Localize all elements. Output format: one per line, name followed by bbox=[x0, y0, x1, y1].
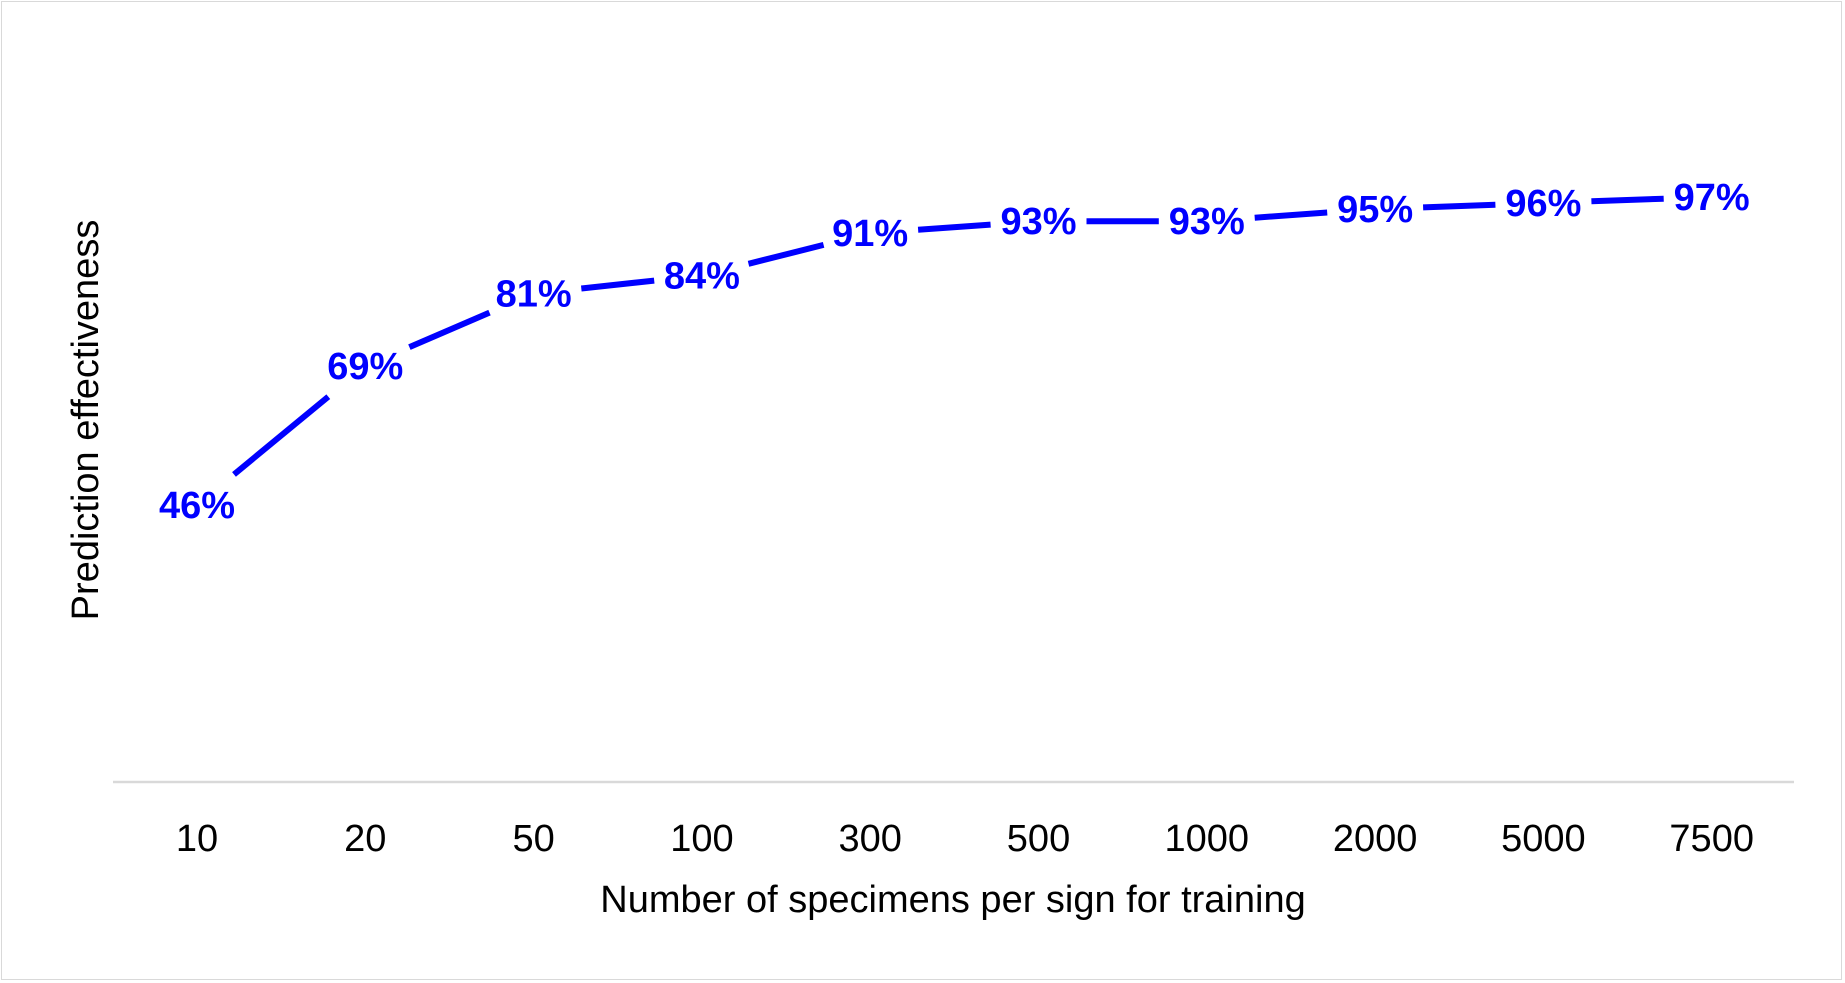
x-tick-label: 2000 bbox=[1333, 818, 1418, 860]
x-tick-label: 10 bbox=[176, 818, 218, 860]
x-tick-label: 50 bbox=[512, 818, 554, 860]
series-line-segment bbox=[1591, 195, 1664, 205]
x-tick-label: 20 bbox=[344, 818, 386, 860]
data-labels-group: 46% 69% 81% 84% 91% 93% 93% 95% 96% 97% bbox=[159, 177, 1750, 527]
series-line-segment bbox=[580, 277, 655, 292]
data-label: 93% bbox=[1000, 201, 1076, 243]
series-line-segment bbox=[747, 241, 825, 267]
series-line-segment bbox=[1254, 209, 1328, 221]
series-line-group bbox=[232, 195, 1664, 477]
data-label: 96% bbox=[1505, 183, 1581, 225]
data-label: 46% bbox=[159, 485, 235, 527]
data-label: 69% bbox=[327, 346, 403, 388]
series-line-segment bbox=[408, 309, 491, 350]
y-axis-title: Prediction effectiveness bbox=[65, 220, 107, 621]
x-axis-title: Number of specimens per sign for trainin… bbox=[600, 879, 1305, 921]
data-label: 95% bbox=[1337, 189, 1413, 231]
data-label: 81% bbox=[496, 274, 572, 316]
series-line-segment bbox=[232, 394, 331, 477]
x-tick-label: 300 bbox=[838, 818, 901, 860]
x-tick-label: 5000 bbox=[1501, 818, 1586, 860]
x-tick-label: 7500 bbox=[1669, 818, 1754, 860]
series-line-segment bbox=[1422, 201, 1496, 211]
x-tick-label: 100 bbox=[670, 818, 733, 860]
data-label: 93% bbox=[1169, 201, 1245, 243]
x-tick-labels-group: 10 20 50 100 300 500 1000 2000 5000 7500 bbox=[176, 818, 1754, 860]
data-label: 84% bbox=[664, 256, 740, 298]
x-tick-label: 1000 bbox=[1165, 818, 1250, 860]
data-label: 97% bbox=[1674, 177, 1750, 219]
data-label: 91% bbox=[832, 213, 908, 255]
series-line-segment bbox=[917, 221, 991, 233]
x-tick-label: 500 bbox=[1007, 818, 1070, 860]
